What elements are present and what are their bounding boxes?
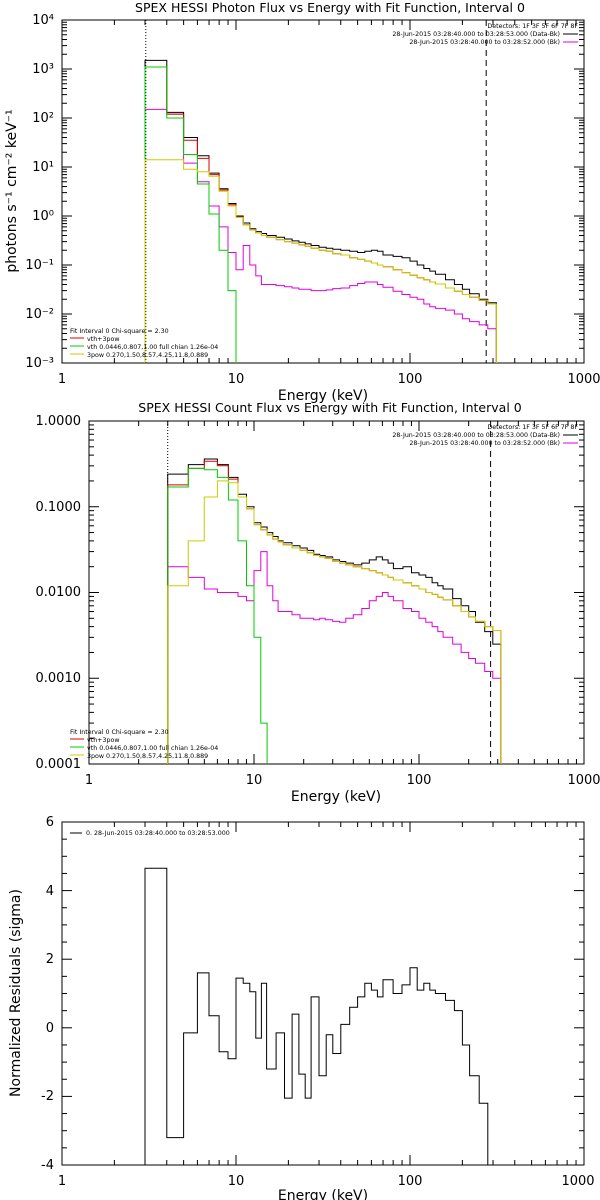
residuals-y-tick-label: 2 — [46, 952, 54, 967]
legend-entry: 3pow 0.270,1.50,8.57,4.25,11.8,0.889 — [87, 352, 208, 359]
residuals-x-tick-label: 1000 — [561, 1174, 594, 1189]
count-chart-title: SPEX HESSI Count Flux vs Energy with Fit… — [138, 400, 521, 415]
photon-y-ticks — [62, 21, 584, 364]
photon-y-tick-label: 10⁴ — [32, 13, 54, 28]
count-y-tick-label: 0.0100 — [36, 585, 82, 600]
count-flux-chart: SPEX HESSI Count Flux vs Energy with Fit… — [36, 400, 600, 805]
photon-x-tick-label: 10 — [228, 372, 245, 387]
count-y-tick-label: 0.0001 — [36, 757, 82, 772]
count-y-ticks — [89, 424, 584, 765]
count-x-ticks — [88, 421, 577, 764]
legend-entry: Detectors: 1F 3F 5F 6F 7F 8F — [487, 424, 578, 431]
count-series-bk — [167, 551, 502, 764]
count-y-tick-label: 1.0000 — [36, 414, 82, 429]
residuals-y-tick-label: -2 — [41, 1089, 54, 1104]
legend-entry: vth+3pow — [87, 336, 119, 343]
count-plot-frame — [88, 420, 585, 765]
photon-y-tick-label: 10⁰ — [32, 209, 54, 224]
count-series-vth — [167, 467, 268, 764]
legend-entry: Fit Interval 0 Chi-square = 2.30 — [70, 729, 169, 736]
count-x-tick-label: 100 — [407, 773, 432, 788]
residuals-y-tick-label: -4 — [41, 1158, 54, 1173]
legend-entry: Detectors: 1F 3F 5F 6F 7F 8F — [487, 23, 578, 30]
photon-x-tick-label: 100 — [398, 372, 423, 387]
photon-y-tick-label: 10¹ — [32, 160, 54, 175]
residuals-y-tick-label: 6 — [46, 815, 54, 830]
residuals-y-tick-label: 0 — [46, 1021, 54, 1036]
legend-entry: 28-Jun-2015 03:28:40.000 to 03:28:52.000… — [409, 39, 560, 46]
photon-x-tick-label: 1000 — [567, 372, 600, 387]
count-y-tick-label: 0.0010 — [36, 671, 82, 686]
photon-series-vth — [144, 66, 244, 363]
photon-y-tick-label: 10³ — [32, 62, 54, 77]
photon-chart-title: SPEX HESSI Photon Flux vs Energy with Fi… — [135, 0, 525, 15]
legend-entry: vth 0.0446,0.807,1.00 full chian 1.26e-0… — [87, 745, 218, 752]
photon-legend-topright: Detectors: 1F 3F 5F 6F 7F 8F 28-Jun-2015… — [392, 23, 578, 46]
photon-x-ticks — [61, 20, 577, 363]
photon-flux-chart: SPEX HESSI Photon Flux vs Energy with Fi… — [4, 0, 600, 404]
residuals-x-tick-label: 100 — [398, 1174, 423, 1189]
count-series-3pow — [167, 480, 502, 764]
count-x-tick-label: 1 — [85, 773, 93, 788]
residuals-y-tick-label: 4 — [46, 884, 54, 899]
photon-y-tick-label: 10⁻² — [25, 307, 54, 322]
legend-entry: 28-Jun-2015 03:28:40.000 to 03:28:52.000… — [409, 440, 560, 447]
count-legend-bottomleft: Fit Interval 0 Chi-square = 2.30 vth+3po… — [70, 729, 218, 760]
count-x-tick-label: 10 — [246, 773, 263, 788]
residuals-y-ticks — [62, 821, 584, 1166]
photon-series-bk — [144, 108, 497, 363]
residuals-y-axis-label: Normalized Residuals (sigma) — [8, 889, 24, 1097]
residuals-plot-frame — [61, 821, 585, 1166]
photon-y-tick-label: 10² — [32, 111, 54, 126]
residuals-chart: -4 -2 0 2 4 6 1 10 100 1000 Energy (keV)… — [8, 815, 595, 1200]
photon-y-tick-label: 10⁻³ — [25, 356, 54, 371]
count-x-tick-label: 1000 — [567, 773, 600, 788]
photon-series-data-bk — [144, 59, 497, 363]
count-series-vth-3pow — [167, 460, 502, 764]
legend-entry: Fit Interval 0 Chi-square = 2.30 — [70, 328, 169, 335]
residuals-x-ticks — [61, 822, 577, 1165]
legend-entry: 3pow 0.270,1.50,8.57,4.25,11.8,0.889 — [87, 753, 208, 760]
photon-x-tick-label: 1 — [58, 372, 66, 387]
photon-y-axis-label: photons s⁻¹ cm⁻² keV⁻¹ — [4, 109, 20, 272]
legend-entry: 0. 28-Jun-2015 03:28:40.000 to 03:28:53.… — [86, 830, 230, 837]
legend-entry: vth 0.0446,0.807,1.00 full chian 1.26e-0… — [87, 344, 218, 351]
count-x-axis-label: Energy (keV) — [291, 789, 381, 805]
residuals-legend: 0. 28-Jun-2015 03:28:40.000 to 03:28:53.… — [70, 830, 230, 837]
residuals-x-tick-label: 10 — [228, 1174, 245, 1189]
residuals-x-tick-label: 1 — [58, 1174, 66, 1189]
count-y-tick-label: 0.1000 — [36, 500, 82, 515]
count-series-data-bk — [167, 458, 502, 764]
count-legend-topright: Detectors: 1F 3F 5F 6F 7F 8F 28-Jun-2015… — [392, 424, 578, 447]
legend-entry: 28-Jun-2015 03:28:40.000 to 03:28:53.000… — [392, 31, 560, 38]
photon-legend-bottomleft: Fit Interval 0 Chi-square = 2.30 vth+3po… — [70, 328, 218, 359]
photon-y-tick-label: 10⁻¹ — [25, 258, 54, 273]
legend-entry: 28-Jun-2015 03:28:40.000 to 03:28:53.000… — [392, 432, 560, 439]
legend-entry: vth+3pow — [87, 737, 119, 744]
residuals-x-axis-label: Energy (keV) — [278, 1188, 368, 1200]
residuals-series — [144, 867, 497, 1165]
photon-series-vth-3pow — [144, 66, 497, 363]
photon-plot-frame — [61, 19, 585, 364]
photon-x-axis-label: Energy (keV) — [278, 388, 368, 404]
photon-series-3pow — [144, 159, 497, 363]
